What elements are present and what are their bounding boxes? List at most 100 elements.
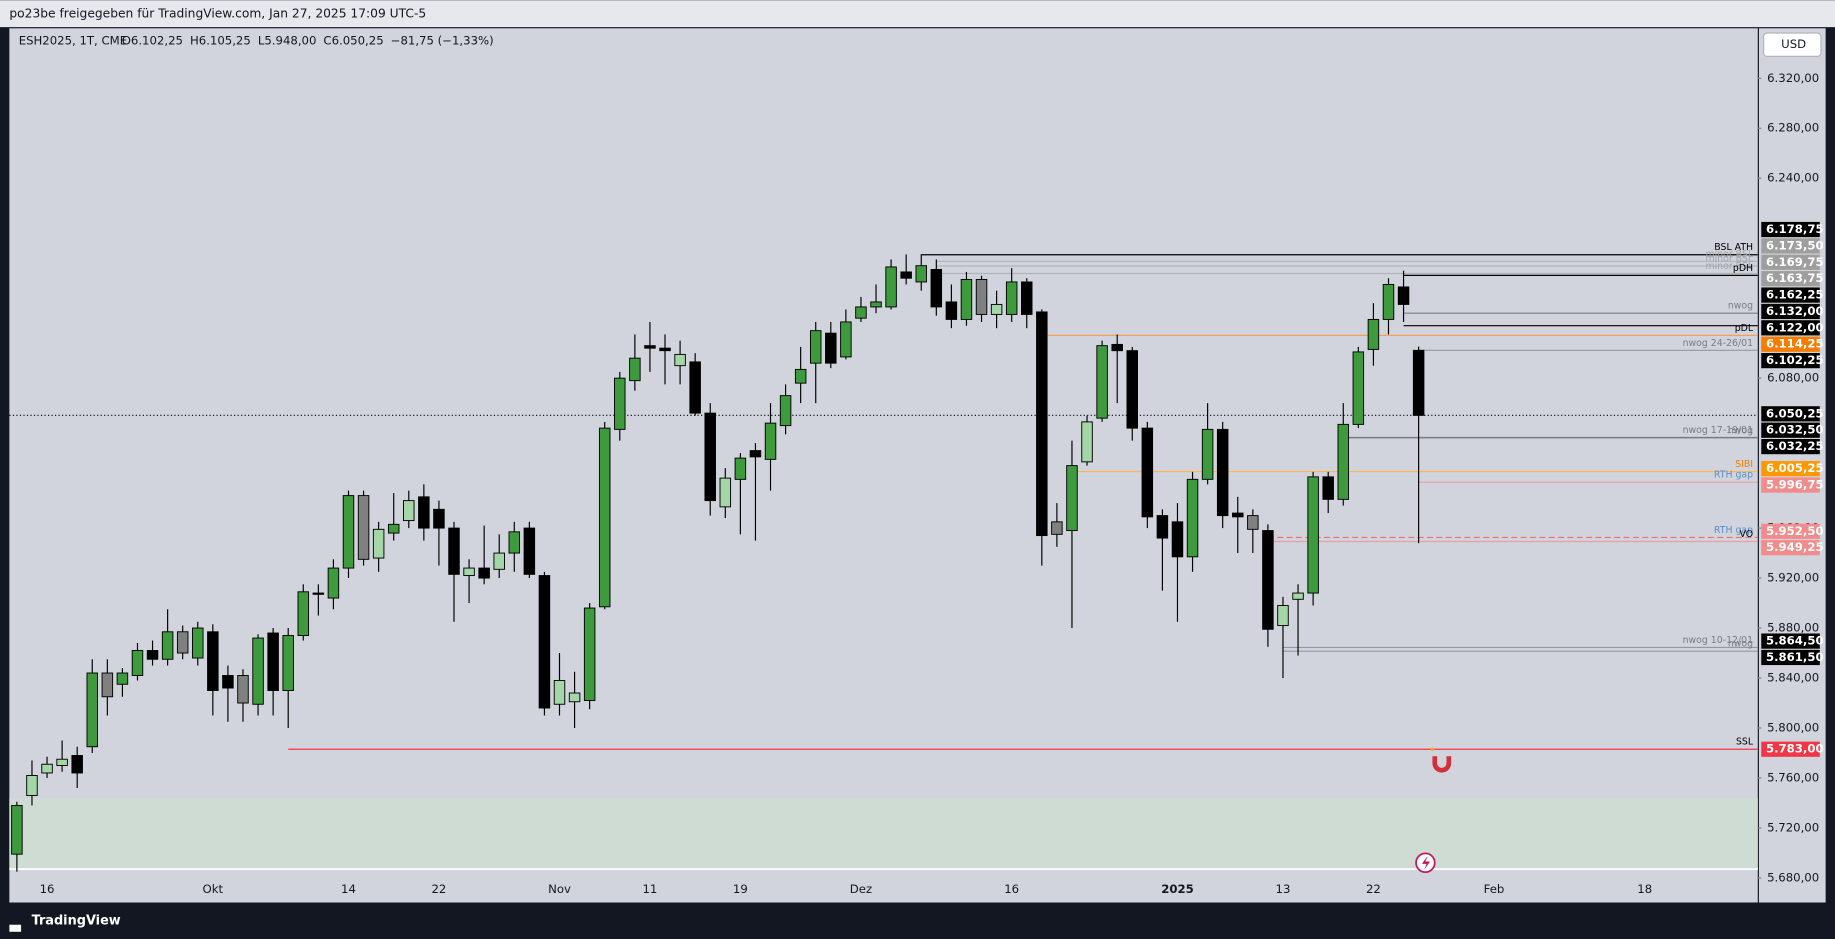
y-tick-label: 5.880,00 bbox=[1767, 621, 1819, 635]
candle-body bbox=[719, 477, 732, 508]
level-name: pDL bbox=[1735, 323, 1754, 334]
candle-body bbox=[945, 301, 958, 320]
price-label-bg bbox=[1761, 254, 1820, 270]
event-bolt bbox=[1421, 855, 1431, 870]
price-label: 5.864,50 bbox=[1766, 634, 1824, 648]
candle-body bbox=[1021, 281, 1033, 315]
candle-body bbox=[1005, 281, 1018, 315]
candle-body bbox=[26, 775, 38, 796]
candle-body bbox=[1232, 512, 1244, 518]
magnet-icon[interactable] bbox=[1430, 747, 1452, 773]
candle-body bbox=[342, 495, 355, 569]
price-label-bg bbox=[1761, 422, 1820, 438]
currency-button[interactable] bbox=[1763, 32, 1822, 57]
price-label: 6.178,75 bbox=[1766, 222, 1824, 236]
candle-body bbox=[207, 631, 219, 691]
candle-body bbox=[598, 427, 611, 608]
candle-body bbox=[161, 631, 174, 660]
candle-body bbox=[749, 450, 762, 458]
candle-body bbox=[1337, 423, 1350, 500]
price-label-bg bbox=[1761, 741, 1820, 757]
candle-body bbox=[252, 637, 264, 705]
candle-body bbox=[86, 672, 99, 748]
price-label-bg bbox=[1761, 320, 1820, 336]
price-label-bg bbox=[1761, 336, 1820, 352]
candle-body bbox=[222, 675, 234, 689]
candle-body bbox=[1277, 605, 1289, 627]
x-tick-label: 16 bbox=[1004, 882, 1019, 896]
ohlc-value: H6.105,25 bbox=[190, 34, 251, 48]
plot-area bbox=[9, 28, 1758, 903]
candle-body bbox=[900, 271, 912, 279]
candle-body bbox=[41, 763, 53, 774]
price-label-bg bbox=[1761, 540, 1820, 556]
x-tick-label: Okt bbox=[203, 882, 224, 896]
price-label: 5.996,75 bbox=[1766, 478, 1824, 492]
ohlc-value: −81,75 (−1,33%) bbox=[391, 34, 494, 48]
candle-body bbox=[674, 353, 686, 367]
candle-body bbox=[1322, 476, 1334, 500]
candle-body bbox=[312, 592, 325, 595]
candle-body bbox=[71, 755, 83, 774]
candle-body bbox=[1156, 515, 1169, 539]
candle-body bbox=[116, 672, 129, 685]
candle-body bbox=[523, 527, 536, 575]
candle-body bbox=[915, 265, 927, 283]
ohlc-value: L5.948,00 bbox=[258, 34, 317, 48]
price-label: 5.949,25 bbox=[1766, 540, 1824, 554]
zone-layer bbox=[9, 797, 1758, 871]
price-label-bg bbox=[1761, 523, 1820, 539]
y-tick-label: 6.280,00 bbox=[1767, 121, 1819, 135]
level-name: minor BSL bbox=[1705, 253, 1753, 264]
candle-body bbox=[1367, 318, 1380, 350]
magnet bbox=[1432, 756, 1452, 773]
candle-body bbox=[960, 278, 973, 320]
x-tick-label: 11 bbox=[643, 882, 658, 896]
price-label-bg bbox=[1761, 461, 1820, 477]
axis-layer: 6.320,006.280,006.240,006.080,005.960,00… bbox=[40, 71, 1824, 896]
y-tick-label: 6.320,00 bbox=[1767, 71, 1819, 85]
x-tick-label: 19 bbox=[733, 882, 748, 896]
price-label-bg bbox=[1761, 221, 1820, 238]
candle-body bbox=[1126, 350, 1139, 429]
candle-body bbox=[327, 567, 340, 599]
spark bbox=[1430, 747, 1435, 751]
candle-layer bbox=[11, 254, 1425, 872]
x-tick-label: 22 bbox=[1366, 882, 1381, 896]
candle-body bbox=[387, 523, 400, 534]
price-label-bg bbox=[1761, 303, 1820, 320]
candle-body bbox=[1247, 515, 1259, 530]
level-name: BSL ATH bbox=[1714, 242, 1753, 253]
candle-body bbox=[418, 496, 430, 529]
x-tick-label: Feb bbox=[1484, 882, 1505, 896]
candle-body bbox=[1141, 427, 1154, 518]
price-label: 6.032,25 bbox=[1766, 439, 1824, 453]
candle-body bbox=[1066, 465, 1078, 532]
candle-body bbox=[975, 278, 988, 315]
candle-body bbox=[644, 345, 656, 349]
candle-body bbox=[463, 567, 475, 577]
candle-body bbox=[56, 758, 68, 766]
candle-body bbox=[1051, 521, 1063, 535]
candle-body bbox=[1412, 349, 1425, 416]
candle-body bbox=[885, 266, 897, 308]
candle-body bbox=[553, 680, 566, 705]
candle-body bbox=[237, 675, 249, 704]
level-name: RTH gap bbox=[1714, 525, 1753, 536]
x-tick-label: 13 bbox=[1276, 882, 1291, 896]
candle-body bbox=[840, 321, 852, 358]
price-label: 5.783,00 bbox=[1766, 742, 1824, 756]
y-tick-label: 6.240,00 bbox=[1767, 171, 1819, 185]
candle-body bbox=[990, 303, 1003, 315]
candle-body bbox=[297, 591, 310, 637]
price-label: 6.173,50 bbox=[1766, 238, 1824, 252]
price-label-bg bbox=[1761, 438, 1820, 455]
level-name: minor BSL bbox=[1705, 261, 1753, 272]
x-tick-label: 2025 bbox=[1161, 882, 1194, 896]
candle-body bbox=[568, 692, 581, 703]
candle-body bbox=[809, 330, 822, 364]
candle-body bbox=[11, 804, 23, 855]
candle-body bbox=[629, 357, 641, 382]
price-label-bg bbox=[1761, 287, 1820, 303]
